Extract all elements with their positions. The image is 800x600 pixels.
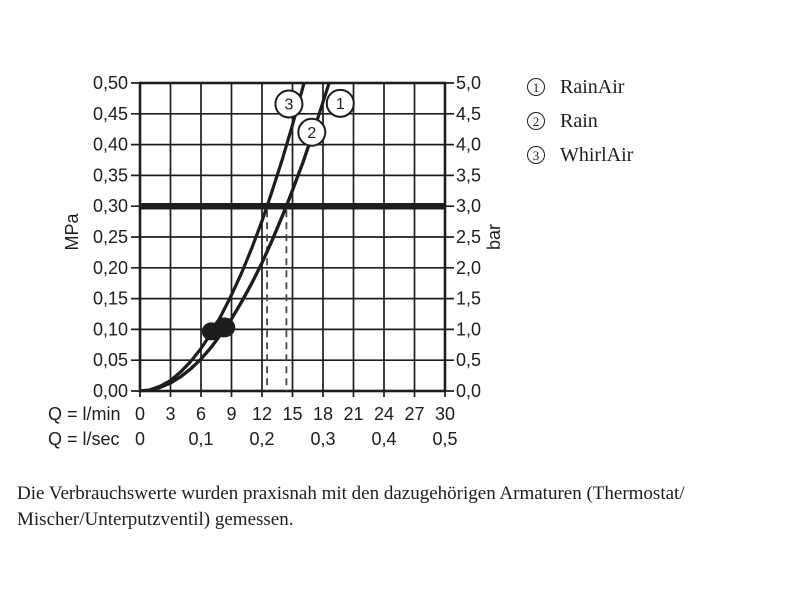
y-left-tick-label: 0,50 — [93, 73, 128, 93]
legend-number-circle-2: 2 — [527, 112, 545, 130]
x-lmin-tick-label: 9 — [226, 404, 236, 424]
curves — [140, 83, 331, 391]
y-right-tick-label: 2,5 — [456, 227, 481, 247]
y-right-tick-label: 3,0 — [456, 196, 481, 216]
curve-label-number-2: 2 — [307, 125, 316, 142]
legend-item-rainair: 1 RainAir — [527, 70, 633, 104]
y-left-tick-label: 0,00 — [93, 381, 128, 401]
legend-number-3: 3 — [532, 147, 540, 163]
curve-label-circle-2 — [297, 117, 327, 147]
legend-number-1: 1 — [532, 79, 540, 95]
legend-item-rain: 2 Rain — [527, 104, 633, 138]
curve-label-number-3: 3 — [284, 96, 293, 113]
operating-point-dot — [213, 317, 236, 338]
x-lmin-tick-label: 24 — [374, 404, 394, 424]
y-right-tick-label: 1,5 — [456, 289, 481, 309]
y-left-tick-label: 0,15 — [93, 289, 128, 309]
y-left-tick-label: 0,05 — [93, 350, 128, 370]
x-lsec-tick-label: 0,1 — [188, 429, 213, 449]
y-right-tick-label: 5,0 — [456, 73, 481, 93]
legend-item-whirlair: 3 WhirlAir — [527, 138, 633, 172]
y-left-tick-label: 0,20 — [93, 258, 128, 278]
x-lsec-tick-label: 0,3 — [310, 429, 335, 449]
y-left-tick-label: 0,30 — [93, 196, 128, 216]
x-lmin-tick-label: 0 — [135, 404, 145, 424]
x-lmin-tick-label: 6 — [196, 404, 206, 424]
legend-number-circle-3: 3 — [527, 146, 545, 164]
curve-label-number-1: 1 — [336, 96, 345, 113]
curve-rain — [140, 131, 315, 391]
y-right-tick-label: 0,0 — [456, 381, 481, 401]
legend-number-circle-1: 1 — [527, 78, 545, 96]
y-left-tick-label: 0,35 — [93, 165, 128, 185]
y-right-tick-label: 4,0 — [456, 135, 481, 155]
legend-label-rainair: RainAir — [560, 75, 625, 98]
x-lmin-tick-label: 12 — [252, 404, 272, 424]
flow-pressure-chart: MPa bar Q = l/min Q = l/sec 1230,000,050… — [48, 73, 504, 449]
x-axis-lmin-title: Q = l/min — [48, 404, 121, 424]
x-lsec-tick-label: 0,5 — [432, 429, 457, 449]
curve-whirlair — [140, 83, 306, 391]
x-lmin-tick-label: 3 — [165, 404, 175, 424]
y-left-tick-label: 0,10 — [93, 319, 128, 339]
legend-number-2: 2 — [532, 113, 540, 129]
y-right-tick-label: 1,0 — [456, 319, 481, 339]
y-left-tick-label: 0,25 — [93, 227, 128, 247]
caption-text: Die Verbrauchswerte wurden praxisnah mit… — [17, 481, 742, 533]
chart-legend: 1 RainAir 2 Rain 3 WhirlAir — [527, 70, 633, 172]
y-right-tick-label: 3,5 — [456, 165, 481, 185]
y-left-tick-label: 0,45 — [93, 104, 128, 124]
caption-line-1: Die Verbrauchswerte wurden praxisnah mit… — [17, 483, 685, 504]
x-lmin-tick-label: 15 — [282, 404, 302, 424]
y-axis-left-title: MPa — [62, 213, 82, 251]
y-right-tick-label: 0,5 — [456, 350, 481, 370]
legend-label-rain: Rain — [560, 109, 598, 132]
x-lmin-tick-label: 21 — [343, 404, 363, 424]
x-lmin-tick-label: 27 — [404, 404, 424, 424]
x-lmin-tick-label: 18 — [313, 404, 333, 424]
curve-label-circle-3 — [274, 89, 304, 119]
x-lmin-tick-label: 30 — [435, 404, 455, 424]
caption-line-2: Mischer/Unterputzventil) gemessen. — [17, 509, 294, 530]
curve-label-circle-1 — [325, 88, 355, 118]
y-right-tick-label: 2,0 — [456, 258, 481, 278]
y-axis-right-title: bar — [484, 224, 504, 250]
y-right-tick-label: 4,5 — [456, 104, 481, 124]
x-lsec-tick-label: 0,2 — [249, 429, 274, 449]
legend-label-whirlair: WhirlAir — [560, 143, 634, 166]
x-axis-lsec-title: Q = l/sec — [48, 429, 120, 449]
plot-border — [138, 81, 447, 393]
x-lsec-tick-label: 0,4 — [371, 429, 396, 449]
y-left-tick-label: 0,40 — [93, 135, 128, 155]
x-lsec-tick-label: 0 — [135, 429, 145, 449]
